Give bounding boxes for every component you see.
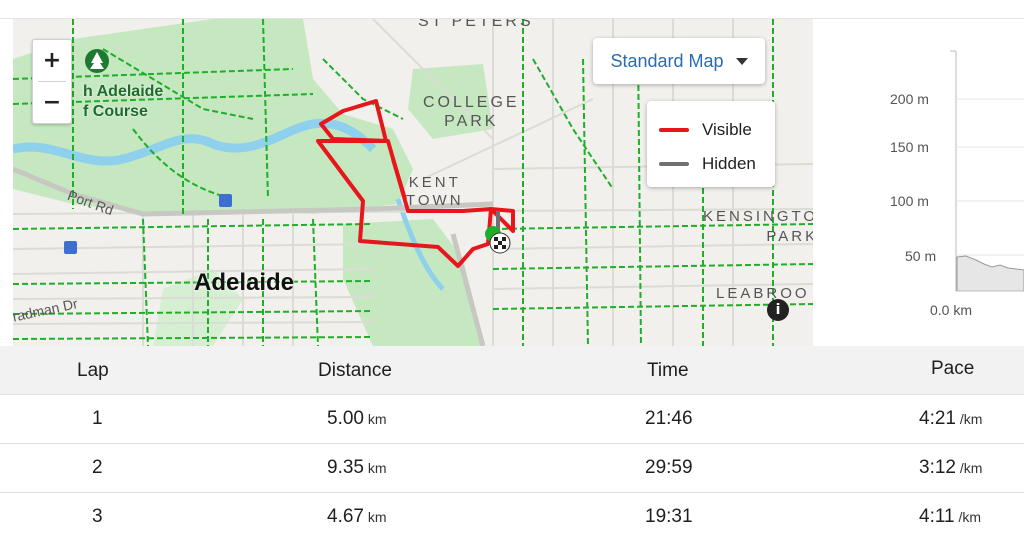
map-label-leabrook: LEABROO	[716, 285, 810, 302]
distance-unit: km	[363, 460, 387, 476]
zoom-out-button[interactable]: −	[33, 82, 71, 123]
pace-unit: /km	[954, 509, 982, 525]
lap-number-value: 2	[92, 457, 103, 478]
lap-time: 19:31	[645, 506, 693, 528]
chevron-down-icon	[735, 57, 748, 65]
lap-pace: 3:12 /km	[919, 457, 982, 479]
legend-label: Visible	[702, 120, 752, 139]
distance-unit: km	[363, 509, 387, 525]
lap-number: 2	[92, 457, 103, 479]
map-label-college-park: COLLEGE PARK	[423, 94, 520, 130]
legend-item-visible: Visible	[659, 120, 752, 140]
y-tick-label: 200 m	[890, 91, 929, 107]
header-lap: Lap	[77, 360, 109, 381]
legend-label: Hidden	[702, 154, 756, 173]
laps-header-row: Lap Distance Time Pace	[0, 346, 1024, 394]
header-time: Time	[647, 360, 689, 381]
pace-value: 4:21	[919, 408, 956, 429]
lap-distance: 4.67 km	[327, 506, 387, 528]
route-legend: Visible Hidden	[647, 101, 775, 187]
route-line	[316, 99, 515, 268]
distance-unit: km	[363, 411, 387, 427]
route-map[interactable]: h Adelaide f Course ST PETERS COLLEGE PARK…	[13, 19, 813, 346]
map-label-kent-town: KENT TOWN	[406, 174, 464, 209]
finish-marker	[489, 232, 511, 254]
distance-value: 5.00	[327, 408, 364, 429]
lap-time: 21:46	[645, 408, 693, 430]
zoom-divider	[38, 81, 66, 82]
legend-item-hidden: Hidden	[659, 154, 756, 174]
y-tick-label: 100 m	[890, 193, 929, 209]
map-style-dropdown[interactable]: Standard Map	[593, 38, 765, 84]
header-pace: Pace	[931, 358, 975, 379]
map-style-label: Standard Map	[610, 50, 724, 71]
lap-number: 1	[92, 408, 103, 430]
time-value: 29:59	[645, 457, 693, 478]
park-area	[153, 269, 243, 346]
top-divider	[0, 18, 1024, 19]
park-area	[408, 64, 493, 139]
river	[13, 118, 377, 166]
distance-value: 4.67	[327, 506, 364, 527]
header-distance: Distance	[318, 360, 392, 381]
lap-pace: 4:11 /km	[919, 506, 981, 528]
lap-number: 3	[92, 506, 103, 528]
table-row[interactable]: 3 4.67 km 19:31 4:11 /km	[0, 492, 1024, 541]
lap-distance: 9.35 km	[327, 457, 387, 479]
map-label-st-peters: ST PETERS	[418, 19, 534, 30]
zoom-controls: + −	[32, 39, 72, 124]
zoom-in-button[interactable]: +	[33, 40, 71, 81]
x-tick-label: 0.0 km	[930, 302, 973, 318]
park-area	[343, 219, 483, 346]
map-label-kensington-park: KENSINGTO PARK	[703, 208, 813, 245]
pace-unit: /km	[955, 411, 983, 427]
pace-value: 4:11	[919, 506, 955, 527]
table-row[interactable]: 1 5.00 km 21:46 4:21 /km	[0, 394, 1024, 443]
laps-table: Lap Distance Time Pace 1 5.00 km 21:46 4:21…	[0, 346, 1024, 550]
pace-value: 3:12	[919, 457, 956, 478]
legend-swatch-hidden	[659, 162, 689, 166]
elevation-chart[interactable]: 200 m 150 m 100 m 50 m 0.0 km	[826, 19, 1024, 346]
elevation-profile	[956, 255, 1024, 292]
lap-number-value: 1	[92, 408, 103, 429]
time-value: 21:46	[645, 408, 693, 429]
legend-swatch-visible	[659, 128, 689, 132]
y-tick-label: 150 m	[890, 139, 929, 155]
info-icon[interactable]: i	[767, 299, 789, 321]
map-label-adelaide: Adelaide	[194, 269, 295, 296]
lap-pace: 4:21 /km	[919, 408, 982, 430]
y-tick-label: 50 m	[905, 248, 937, 264]
time-value: 19:31	[645, 506, 693, 527]
map-label-golf-course: h Adelaide f Course	[83, 83, 164, 120]
lap-time: 29:59	[645, 457, 693, 479]
elevation-canvas	[950, 50, 1024, 292]
pace-unit: /km	[955, 460, 983, 476]
park-area	[13, 19, 413, 214]
table-row[interactable]: 2 9.35 km 29:59 3:12 /km	[0, 443, 1024, 492]
distance-value: 9.35	[327, 457, 364, 478]
lap-number-value: 3	[92, 506, 103, 527]
lap-distance: 5.00 km	[327, 408, 387, 430]
